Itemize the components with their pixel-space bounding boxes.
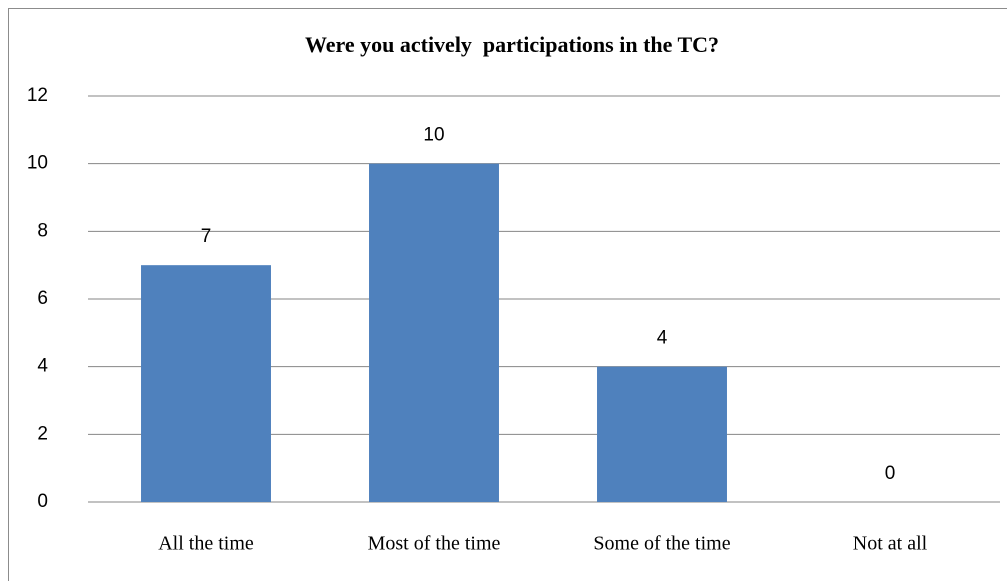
data-label: 4 bbox=[657, 328, 668, 349]
bar bbox=[597, 366, 727, 502]
y-tick-label: 2 bbox=[37, 423, 48, 444]
y-tick-label: 6 bbox=[37, 288, 48, 309]
x-tick-label: Some of the time bbox=[593, 533, 730, 555]
y-tick-label: 4 bbox=[37, 356, 48, 377]
x-tick-label: Most of the time bbox=[368, 533, 501, 555]
data-label: 10 bbox=[423, 125, 444, 146]
data-label: 7 bbox=[201, 226, 212, 247]
y-tick-label: 10 bbox=[27, 153, 48, 174]
data-label: 0 bbox=[885, 463, 896, 484]
bar bbox=[369, 163, 499, 502]
y-tick-label: 8 bbox=[37, 220, 48, 241]
x-tick-label: Not at all bbox=[853, 533, 928, 555]
y-tick-label: 0 bbox=[37, 491, 48, 512]
chart-title: Were you actively participations in the … bbox=[305, 32, 719, 57]
x-tick-label: All the time bbox=[158, 533, 254, 555]
bar bbox=[141, 265, 271, 502]
y-tick-label: 12 bbox=[27, 85, 48, 106]
